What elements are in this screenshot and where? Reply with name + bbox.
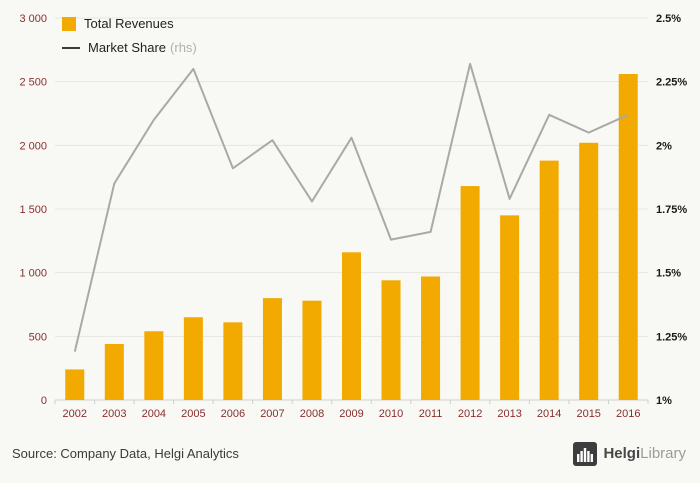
svg-text:2008: 2008	[300, 408, 324, 420]
svg-text:3 000: 3 000	[19, 13, 47, 25]
logo-text: HelgiLibrary	[603, 445, 686, 462]
logo-text-helgi: Helgi	[603, 445, 641, 462]
legend-label-market-share: Market Share	[88, 40, 167, 55]
chart-canvas: 0 1% 500 1.25% 1 000 1.5% 1 500 1.75% 2 000 2% 2 5…	[19, 13, 687, 420]
svg-text:1 000: 1 000	[19, 268, 47, 280]
svg-text:1 500: 1 500	[19, 204, 47, 216]
svg-text:2005: 2005	[181, 408, 205, 420]
svg-text:2006: 2006	[221, 408, 245, 420]
svg-text:2010: 2010	[379, 408, 403, 420]
svg-text:2.25%: 2.25%	[656, 77, 687, 89]
svg-text:2014: 2014	[537, 408, 561, 420]
svg-text:2003: 2003	[102, 408, 126, 420]
svg-text:2002: 2002	[63, 408, 87, 420]
svg-text:2012: 2012	[458, 408, 482, 420]
legend-item-market-share: Market Share (rhs)	[62, 40, 197, 55]
svg-text:1.75%: 1.75%	[656, 204, 687, 216]
legend-item-total-revenues: Total Revenues	[62, 16, 197, 31]
svg-text:2004: 2004	[142, 408, 166, 420]
svg-text:2.5%: 2.5%	[656, 13, 681, 25]
chart-container: 0 1% 500 1.25% 1 000 1.5% 1 500 1.75% 2 000 2% 2 5…	[19, 13, 687, 420]
svg-text:2015: 2015	[576, 408, 600, 420]
source-note: Source: Company Data, Helgi Analytics	[12, 446, 239, 461]
svg-text:1.5%: 1.5%	[656, 268, 681, 280]
footer: Source: Company Data, Helgi Analytics He…	[0, 430, 700, 483]
helgi-logo-icon	[573, 441, 598, 466]
legend-label-total-revenues: Total Revenues	[84, 16, 174, 31]
svg-text:0: 0	[41, 395, 47, 407]
helgi-library-logo: HelgiLibrary	[573, 441, 686, 466]
svg-text:2007: 2007	[260, 408, 284, 420]
line-swatch-icon	[62, 46, 80, 49]
svg-text:500: 500	[29, 331, 47, 343]
chart-legend: Total Revenues Market Share (rhs)	[62, 16, 197, 55]
bar-swatch-icon	[62, 16, 76, 31]
svg-text:2%: 2%	[656, 140, 672, 152]
svg-text:2 000: 2 000	[19, 140, 47, 152]
svg-text:2009: 2009	[339, 408, 363, 420]
svg-text:1.25%: 1.25%	[656, 331, 687, 343]
logo-text-library: Library	[640, 445, 686, 462]
svg-text:2011: 2011	[419, 408, 443, 420]
svg-text:2 500: 2 500	[19, 77, 47, 89]
svg-text:1%: 1%	[656, 395, 672, 407]
legend-suffix-rhs: (rhs)	[170, 40, 197, 55]
svg-text:2013: 2013	[497, 408, 521, 420]
svg-text:2016: 2016	[616, 408, 640, 420]
